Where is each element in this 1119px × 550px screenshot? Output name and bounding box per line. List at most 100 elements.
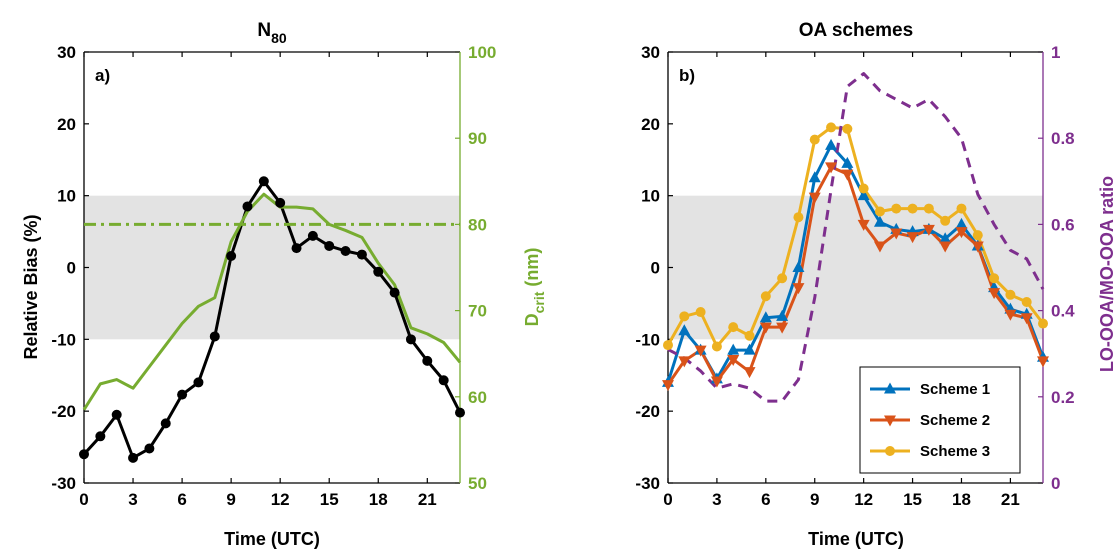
- y2-tick-label: 0.6: [1051, 215, 1075, 234]
- panel-a-series: [79, 176, 465, 463]
- data-point: [663, 340, 673, 351]
- panel-b-label: b): [679, 66, 695, 85]
- shaded-band: [84, 195, 460, 340]
- data-point: [857, 189, 870, 201]
- data-point: [792, 261, 805, 272]
- y2-tick-label: 100: [468, 43, 496, 62]
- y-tick-label: 10: [641, 187, 660, 206]
- data-point: [695, 307, 706, 318]
- data-point: [662, 380, 674, 392]
- legend-label: Scheme 2: [920, 412, 990, 429]
- data-point: [356, 249, 367, 260]
- data-point: [858, 183, 869, 194]
- x-tick-label: 15: [903, 490, 922, 509]
- data-point: [759, 311, 772, 323]
- data-point: [923, 203, 934, 214]
- panel-b-x-label: Time (UTC): [808, 529, 904, 549]
- data-point: [841, 169, 854, 181]
- y2-tick-label: 70: [468, 302, 487, 321]
- data-point: [891, 203, 902, 214]
- data-point: [808, 171, 821, 183]
- data-point: [776, 309, 789, 321]
- data-point: [160, 418, 171, 429]
- data-point: [841, 156, 854, 168]
- data-point: [95, 431, 106, 442]
- y-tick-label: 10: [57, 187, 76, 206]
- data-point: [857, 219, 870, 231]
- data-point: [826, 122, 837, 133]
- data-point: [728, 322, 739, 333]
- x-tick-label: 3: [712, 490, 721, 509]
- data-point: [678, 356, 691, 368]
- y-tick-label: -20: [51, 402, 76, 421]
- data-point: [777, 273, 788, 284]
- data-point: [242, 201, 253, 212]
- shaded-band: [668, 195, 1043, 340]
- panel-b-y2-label: LO-OOA/MO-OOA ratio: [1097, 176, 1117, 372]
- x-tick-label: 12: [271, 490, 290, 509]
- y2-tick-label: 0: [1051, 474, 1060, 493]
- panel-a-y2-label: Dcrit (nm): [522, 248, 547, 327]
- data-point: [209, 331, 220, 342]
- y-tick-label: 30: [641, 43, 660, 62]
- data-point: [373, 266, 384, 277]
- legend-marker: [885, 446, 895, 456]
- y-tick-label: 20: [641, 115, 660, 134]
- data-point: [955, 227, 968, 239]
- data-point: [808, 192, 821, 204]
- y2-tick-label: 0.4: [1051, 302, 1075, 321]
- data-point: [825, 162, 838, 174]
- panel-a-title: N80: [257, 20, 287, 46]
- series-line-1: [666, 165, 1045, 386]
- panel-b-legend: Scheme 1 Scheme 2 Scheme 3: [859, 366, 1021, 474]
- data-point: [455, 407, 465, 418]
- data-point: [907, 203, 918, 214]
- y-tick-label: -20: [635, 402, 660, 421]
- data-point: [422, 355, 433, 366]
- data-point: [792, 283, 805, 295]
- data-point: [874, 206, 885, 217]
- data-point: [193, 377, 204, 388]
- data-point: [759, 322, 772, 334]
- x-tick-label: 21: [1001, 490, 1020, 509]
- panel-b: OA schemes b) Time (UTC) LO-OOA/MO-OOA r…: [635, 20, 1117, 549]
- data-point: [906, 232, 919, 244]
- data-point: [710, 376, 723, 388]
- series-line-3: [667, 72, 1045, 403]
- data-point: [825, 138, 838, 150]
- data-point: [988, 288, 1001, 300]
- data-point: [727, 343, 740, 355]
- data-point: [177, 389, 188, 400]
- data-point: [971, 241, 984, 253]
- y-tick-label: 0: [651, 259, 660, 278]
- data-point: [890, 228, 903, 240]
- x-tick-label: 15: [320, 490, 339, 509]
- data-point: [744, 330, 755, 341]
- y-tick-label: 30: [57, 43, 76, 62]
- panel-a-x-label: Time (UTC): [224, 529, 320, 549]
- data-point: [1038, 318, 1048, 329]
- legend-marker: [884, 415, 896, 427]
- data-point: [711, 341, 722, 352]
- data-point: [727, 354, 740, 366]
- y-tick-label: 20: [57, 115, 76, 134]
- y2-tick-label: 90: [468, 129, 487, 148]
- panel-a: N80 a) Time (UTC) Relative Bias (%) Dcri…: [21, 20, 547, 549]
- data-point: [1037, 356, 1049, 368]
- data-point: [79, 449, 89, 460]
- data-point: [776, 322, 789, 334]
- x-tick-label: 21: [418, 490, 437, 509]
- panel-a-axes: 0 3 6 9 12 15 18 21 -30 -20 -10 0 10 20 30 50 60 70 80 90 10…: [51, 43, 496, 509]
- data-point: [1004, 309, 1017, 321]
- x-tick-label: 12: [854, 490, 873, 509]
- panel-a-y-label: Relative Bias (%): [21, 214, 41, 359]
- data-point: [144, 443, 155, 454]
- y-tick-label: -30: [51, 474, 76, 493]
- data-point: [873, 215, 886, 227]
- data-point: [340, 245, 351, 256]
- data-point: [405, 334, 416, 345]
- x-tick-label: 6: [177, 490, 186, 509]
- data-point: [678, 324, 691, 336]
- data-point: [939, 241, 952, 253]
- data-point: [809, 134, 820, 145]
